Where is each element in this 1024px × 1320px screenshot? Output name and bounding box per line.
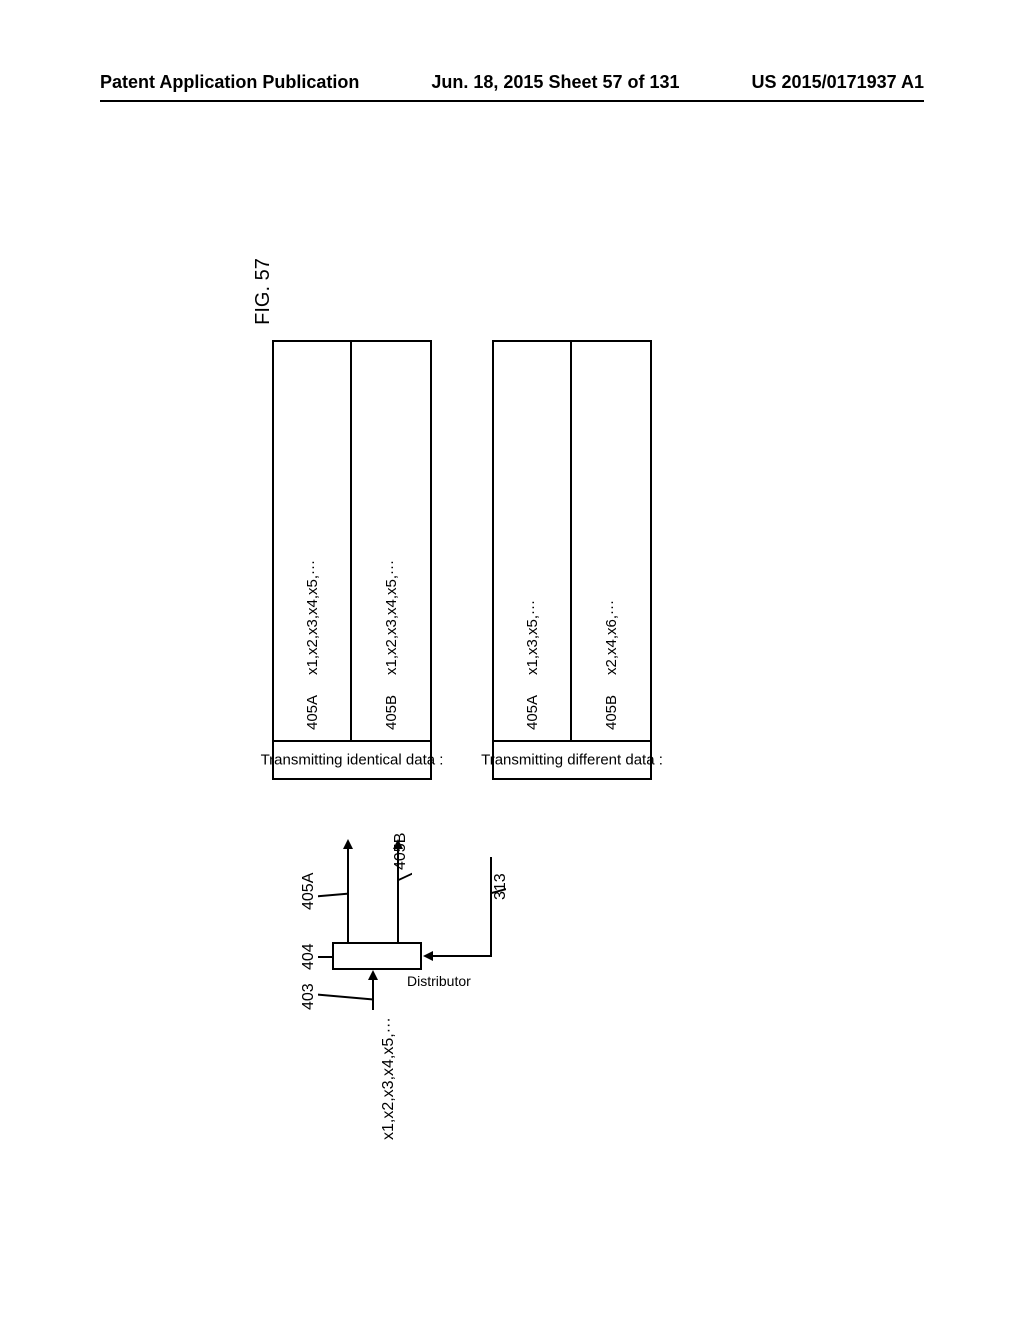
table2-row1-ref: 405A <box>524 675 541 730</box>
table2-row1-data: x1,x3,x5,··· <box>524 342 541 675</box>
table2-row2-data: x2,x4,x6,··· <box>603 342 620 675</box>
table1-row2-data: x1,x2,x3,x4,x5,··· <box>383 342 400 675</box>
lead-405b <box>398 873 412 882</box>
table2-title: Transmitting different data : <box>481 752 663 769</box>
arrow-out-a-head <box>343 839 353 849</box>
diagram: x1,x2,x3,x4,x5,··· 403 Distributor 404 4… <box>232 320 792 1140</box>
table2-row2: 405B x2,x4,x6,··· <box>572 342 650 740</box>
figure-area: FIG. 57 x1,x2,x3,x4,x5,··· 403 Distribut… <box>0 250 1024 1070</box>
arrow-313-head <box>423 951 433 961</box>
table2-label-cell: Transmitting different data : <box>494 740 650 778</box>
lead-405a <box>318 893 347 898</box>
distributor-box <box>332 942 422 970</box>
lead-403 <box>318 994 372 1001</box>
header-rule <box>100 100 924 102</box>
header-center: Jun. 18, 2015 Sheet 57 of 131 <box>431 72 679 93</box>
figure-label: FIG. 57 <box>252 258 275 325</box>
ref-403: 403 <box>300 983 318 1010</box>
table1-row1: 405A x1,x2,x3,x4,x5,··· <box>274 342 352 740</box>
arrow-313-horiz <box>490 857 492 957</box>
table1-row1-ref: 405A <box>304 675 321 730</box>
table1-row1-data: x1,x2,x3,x4,x5,··· <box>304 342 321 675</box>
table1-row2-ref: 405B <box>383 675 400 730</box>
header-right: US 2015/0171937 A1 <box>752 72 924 93</box>
arrow-input <box>372 978 374 1010</box>
arrow-313-line <box>432 955 492 957</box>
ref-405b: 405B <box>392 833 410 870</box>
header-left: Patent Application Publication <box>100 72 359 93</box>
table1-title: Transmitting identical data : <box>261 752 444 769</box>
arrow-out-a <box>347 847 349 942</box>
table2-row1: 405A x1,x3,x5,··· <box>494 342 572 740</box>
ref-405a: 405A <box>300 873 318 910</box>
table1-row2: 405B x1,x2,x3,x4,x5,··· <box>352 342 430 740</box>
lead-404 <box>318 956 332 958</box>
page-header: Patent Application Publication Jun. 18, … <box>0 72 1024 93</box>
arrow-input-head <box>368 970 378 980</box>
table2-row2-ref: 405B <box>603 675 620 730</box>
table-different: Transmitting different data : 405A x1,x3… <box>492 340 652 780</box>
table1-label-cell: Transmitting identical data : <box>274 740 430 778</box>
distributor-label: Distributor <box>407 973 471 989</box>
table-identical: Transmitting identical data : 405A x1,x2… <box>272 340 432 780</box>
ref-313: 313 <box>492 873 510 900</box>
ref-404: 404 <box>300 943 318 970</box>
input-sequence: x1,x2,x3,x4,x5,··· <box>380 1017 398 1140</box>
